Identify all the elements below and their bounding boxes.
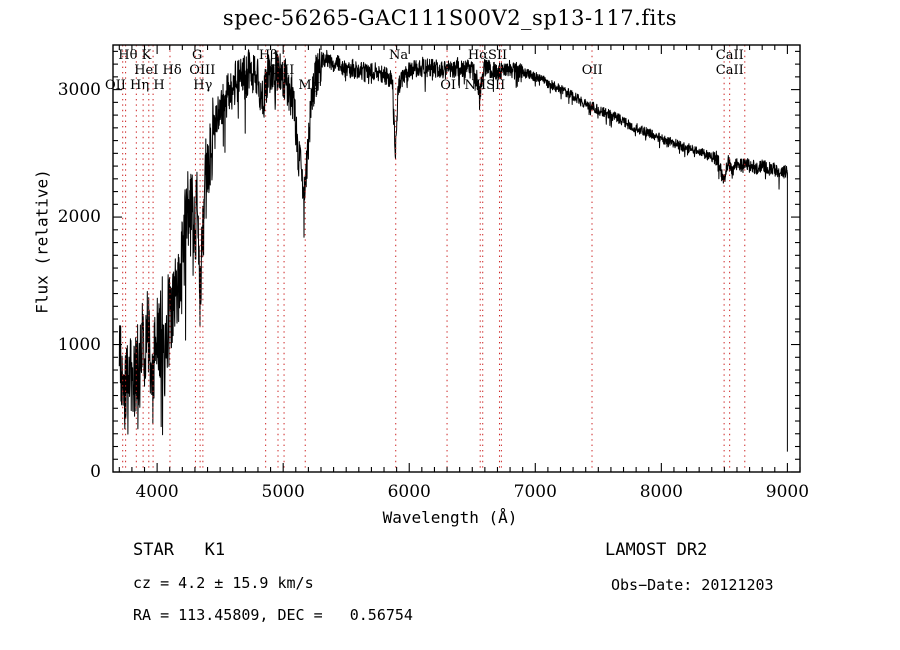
plot-area	[113, 45, 800, 472]
x-tick-label: 7000	[513, 482, 557, 502]
spectral-line-label-g-oiii-green: OIII	[268, 63, 295, 78]
spectral-line-label-g-halpha-sii: HαSII	[467, 48, 508, 63]
y-tick-label: 1000	[57, 334, 101, 355]
spectral-line-label-g-caii-1: CaII	[715, 48, 744, 63]
y-tick-label: 2000	[57, 207, 101, 228]
spectral-line-label-g-oii-heta-h: OII Hη H	[105, 78, 165, 93]
x-tick-label: 4000	[135, 482, 179, 502]
spectral-line-label-g-nii-sii: NIISII	[464, 78, 506, 93]
spectral-line-label-g-mg: Mg	[298, 78, 321, 93]
y-tick-label: 3000	[57, 79, 101, 100]
spectral-line-label-g-hbeta: Hβ	[258, 48, 278, 63]
spectrum-canvas	[118, 45, 788, 472]
spectral-line-label-g-oii-red: OII	[581, 63, 603, 78]
x-tick-label: 5000	[261, 482, 305, 502]
footer-cz: cz = 4.2 ± 15.9 km/s	[133, 574, 314, 592]
x-axis-title: Wavelength (Å)	[382, 508, 518, 527]
footer-coords: RA = 113.45809, DEC = 0.56754	[133, 606, 413, 624]
footer-survey: LAMOST DR2	[605, 540, 708, 560]
x-tick-label: 9000	[765, 482, 810, 502]
x-tick-label: 6000	[387, 482, 431, 502]
spectral-line-label-g-hgamma: Hγ	[193, 78, 213, 93]
spectral-line-label-g-g: G	[192, 48, 203, 63]
spectral-line-label-g-caii-2: CaII	[715, 63, 744, 78]
spectral-line-label-g-hei-hdelta: HeI Hδ	[134, 63, 182, 78]
spectral-line-label-g-oiii-blue: OIII	[189, 63, 216, 78]
page-title: spec-56265-GAC111S00V2_sp13-117.fits	[222, 6, 678, 30]
x-tick-label: 8000	[639, 482, 683, 502]
footer-obs-date: Obs−Date: 20121203	[611, 576, 774, 594]
y-axis-title: Flux (relative)	[32, 169, 52, 314]
spectral-line-label-g-na: Na	[388, 48, 409, 63]
spectral-line-label-g-oi: OI	[440, 78, 457, 93]
y-tick-label: 0	[90, 462, 101, 482]
spectral-line-label-g-htheta-k: Hθ K	[118, 48, 152, 63]
footer-object-type: STAR K1	[133, 540, 226, 560]
